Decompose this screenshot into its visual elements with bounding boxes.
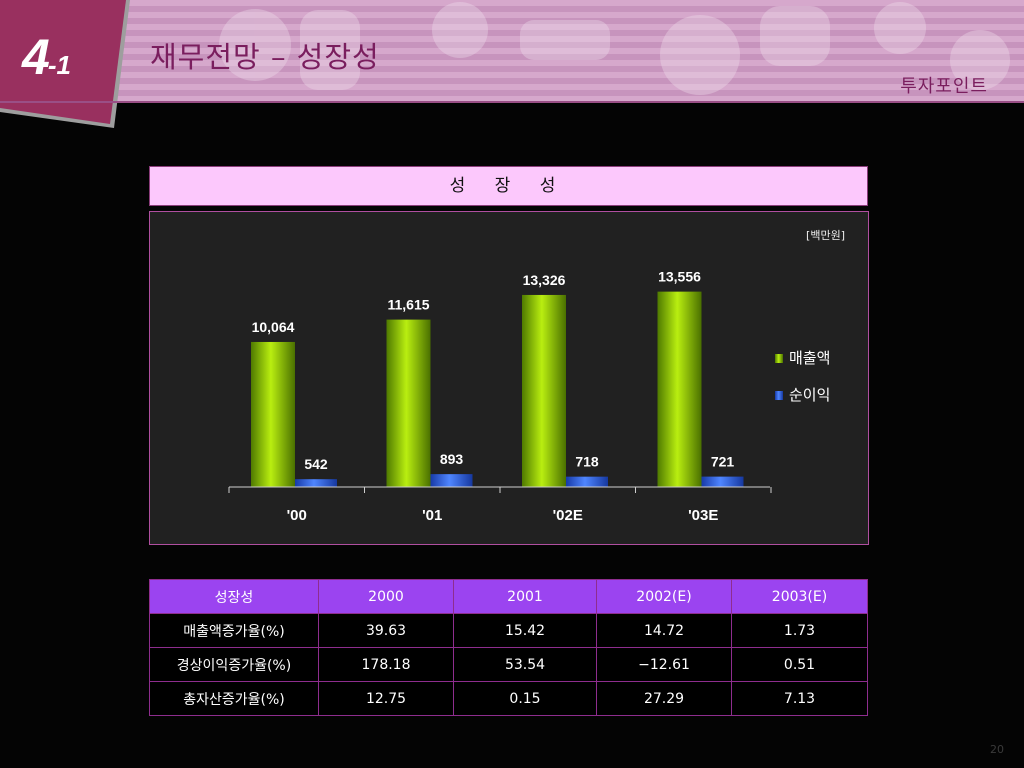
bar-chart: [백만원] 10,064 542 11,615 893 13,326 718 13,556 7… [228,229,845,524]
bar-sales [657,291,702,487]
table-header-cell: 성장성 [149,579,319,614]
table-cell: 7.13 [731,681,868,716]
table-header-cell: 2000 [318,579,454,614]
growth-table: 성장성 2000 2001 2002(E) 2003(E) 매출액증가율(%) … [149,579,868,716]
table-cell: 0.51 [731,647,868,682]
table-cell: 매출액증가율(%) [149,613,319,648]
growth-table-grid: 성장성 2000 2001 2002(E) 2003(E) 매출액증가율(%) … [149,579,868,716]
table-cell: 178.18 [318,647,454,682]
table-row: 경상이익증가율(%) 178.18 53.54 −12.61 0.51 [149,647,868,682]
x-tick-label: '03E [688,507,718,524]
header-decoration [219,2,1010,95]
chart-caption: 성 장 성 [149,166,868,206]
table-cell: 14.72 [596,613,732,648]
header-band [0,0,1024,101]
data-label: 721 [711,454,735,470]
bar-sales [251,341,295,487]
table-header-cell: 2003(E) [731,579,868,614]
table-cell: 총자산증가율(%) [149,681,319,716]
table-cell: 27.29 [596,681,732,716]
table-cell: 경상이익증가율(%) [149,647,319,682]
legend-swatch [775,391,783,400]
bar-net-income [566,476,608,487]
table-header-cell: 2001 [453,579,597,614]
legend-label: 매출액 [789,349,830,367]
x-tick-label: '02E [553,507,583,524]
page-number: 20 [990,743,1004,756]
bar-sales [386,319,431,487]
data-label: 13,556 [658,269,701,285]
chapter-badge [0,0,130,128]
header-divider [0,101,1024,103]
table-cell: 1.73 [731,613,868,648]
bar-net-income [701,476,744,487]
table-row: 총자산증가율(%) 12.75 0.15 27.29 7.13 [149,681,868,716]
data-label: 11,615 [387,297,429,313]
data-label: 13,326 [523,272,566,288]
data-label: 893 [440,451,464,467]
x-tick-label: '01 [422,507,442,524]
chapter-number-main: 4 [22,29,50,85]
table-cell: −12.61 [596,647,732,682]
x-tick-label: '00 [287,507,307,524]
chapter-number: 4-1 [22,28,71,86]
unit-label: [백만원] [806,229,845,242]
table-cell: 53.54 [453,647,597,682]
chapter-number-sub: -1 [47,50,71,80]
bar-net-income [430,474,473,487]
chart-panel: [백만원] 10,064 542 11,615 893 13,326 718 13,556 7… [149,211,869,545]
data-label: 542 [304,456,328,472]
data-label: 718 [575,454,599,470]
table-cell: 12.75 [318,681,454,716]
table-row: 매출액증가율(%) 39.63 15.42 14.72 1.73 [149,613,868,648]
table-cell: 39.63 [318,613,454,648]
table-header-cell: 2002(E) [596,579,732,614]
legend-label: 순이익 [789,386,830,404]
legend-swatch [775,354,783,363]
data-label: 10,064 [252,319,295,335]
page-title: 재무전망 – 성장성 [150,40,380,74]
table-cell: 0.15 [453,681,597,716]
table-cell: 15.42 [453,613,597,648]
section-link[interactable]: 투자포인트 [900,76,988,97]
table-header-row: 성장성 2000 2001 2002(E) 2003(E) [149,579,868,614]
bar-net-income [295,479,337,487]
bar-sales [522,294,566,487]
